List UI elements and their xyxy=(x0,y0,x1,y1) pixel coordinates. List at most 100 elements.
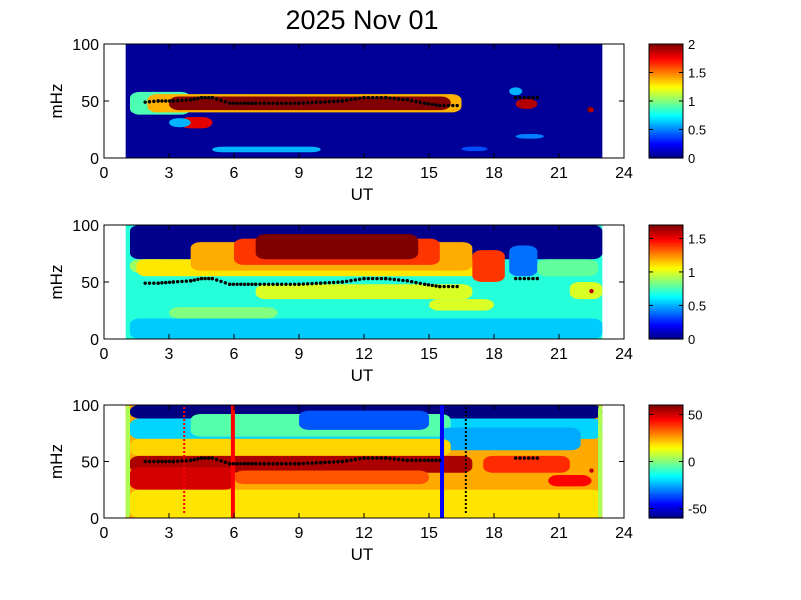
y-tick-label: 50 xyxy=(81,275,99,292)
ridge-point xyxy=(344,459,349,463)
colorbar-step xyxy=(649,513,683,517)
ridge-point xyxy=(442,284,446,289)
ridge-point xyxy=(383,95,388,100)
ridge-point xyxy=(203,95,207,100)
ridge-point xyxy=(199,276,204,281)
ridge-point xyxy=(266,462,271,466)
colorbar-step xyxy=(649,260,683,264)
ridge-point xyxy=(152,281,156,285)
ridge-point xyxy=(284,101,288,105)
x-tick-label: 6 xyxy=(230,165,239,182)
ridge-point xyxy=(310,281,314,286)
colorbar-step xyxy=(649,501,683,505)
colorbar-step xyxy=(649,456,683,460)
ridge-point xyxy=(409,99,414,103)
colorbar-step xyxy=(649,91,683,95)
colorbar-step xyxy=(649,312,683,316)
colorbar-step xyxy=(649,445,683,448)
heatmap-patch xyxy=(515,98,538,109)
ridge-point xyxy=(160,459,164,464)
y-tick-label: 0 xyxy=(90,151,99,168)
ridge-point xyxy=(288,101,293,105)
colorbar-step xyxy=(649,155,683,159)
heatmap xyxy=(125,44,603,158)
colorbar-step xyxy=(649,112,683,116)
colorbar-step xyxy=(649,284,683,288)
ridge-point xyxy=(518,456,522,460)
ridge-point xyxy=(426,102,431,106)
x-tick-label: 21 xyxy=(550,346,568,363)
ridge-point xyxy=(396,278,401,282)
ridge-point xyxy=(375,456,379,460)
colorbar-step xyxy=(649,503,683,507)
colorbar-tick-label: 1.5 xyxy=(688,231,706,246)
heatmap-patch xyxy=(429,299,494,311)
colorbar-step xyxy=(649,255,683,259)
colorbar-step xyxy=(649,461,683,465)
ridge-point xyxy=(318,281,323,285)
colorbar-step xyxy=(649,423,683,427)
x-tick-label: 9 xyxy=(295,165,304,182)
ridge-point xyxy=(589,107,594,113)
ridge-point xyxy=(207,95,211,100)
colorbar-step xyxy=(649,286,683,290)
ridge-point xyxy=(331,99,336,104)
colorbar: -50 0 50 xyxy=(648,404,707,519)
ridge-point xyxy=(531,456,535,460)
ridge-point xyxy=(366,276,371,281)
colorbar-step xyxy=(649,412,683,416)
ridge-point xyxy=(231,282,236,286)
ridge-point xyxy=(271,282,275,286)
ridge-point xyxy=(164,280,168,285)
colorbar-step xyxy=(649,115,683,119)
heatmap-patch xyxy=(598,405,603,518)
ridge-point xyxy=(143,100,147,104)
ridge-point xyxy=(292,101,297,105)
ridge-point xyxy=(438,458,442,463)
heatmap-patch xyxy=(509,87,523,96)
colorbar-step xyxy=(649,136,683,140)
y-tick-label: 100 xyxy=(72,398,99,415)
heatmap-patch xyxy=(169,307,278,319)
ridge-point xyxy=(438,103,442,108)
ridge-point xyxy=(258,101,262,105)
ridge-point xyxy=(375,95,379,100)
ridge-point xyxy=(192,457,196,462)
ridge-point xyxy=(418,100,423,105)
colorbar-step xyxy=(649,117,683,121)
x-tick-label: 15 xyxy=(420,346,438,363)
ridge-point xyxy=(589,468,594,473)
colorbar-step xyxy=(649,103,683,107)
ridge-point xyxy=(422,101,427,105)
ridge-point xyxy=(192,278,196,282)
ridge-point xyxy=(275,282,280,286)
colorbar-step xyxy=(649,440,683,444)
y-axis-label: mHz xyxy=(47,265,66,300)
ridge-point xyxy=(167,99,172,103)
ridge-point xyxy=(214,278,219,282)
colorbar-step xyxy=(649,60,683,64)
x-tick-label: 12 xyxy=(355,346,373,363)
ridge-point xyxy=(370,95,375,100)
ridge-point xyxy=(167,459,172,464)
ridge-point xyxy=(175,99,180,103)
ridge-point xyxy=(362,95,366,100)
ridge-point xyxy=(446,284,451,289)
heatmap-patch xyxy=(169,118,191,128)
ridge-point xyxy=(392,277,397,282)
ridge-point xyxy=(405,279,410,283)
colorbar-step xyxy=(649,279,683,283)
colorbar-step xyxy=(649,308,683,312)
colorbar-step xyxy=(649,331,683,335)
colorbar-step xyxy=(649,485,683,488)
ridge-point xyxy=(275,462,280,466)
ridge-point xyxy=(430,283,434,288)
ridge-point xyxy=(253,462,258,466)
x-axis-label: UT xyxy=(351,545,374,564)
heatmap-patch xyxy=(569,282,603,300)
ridge-point xyxy=(518,95,522,100)
ridge-point xyxy=(310,100,314,105)
panel-2: 0 3 6 9 12 15 18 21 24 0 50 100 UT mHz 0 0.5 1 1.5 xyxy=(47,218,706,385)
x-tick-label: 9 xyxy=(295,346,304,363)
x-tick-label: 24 xyxy=(615,165,633,182)
